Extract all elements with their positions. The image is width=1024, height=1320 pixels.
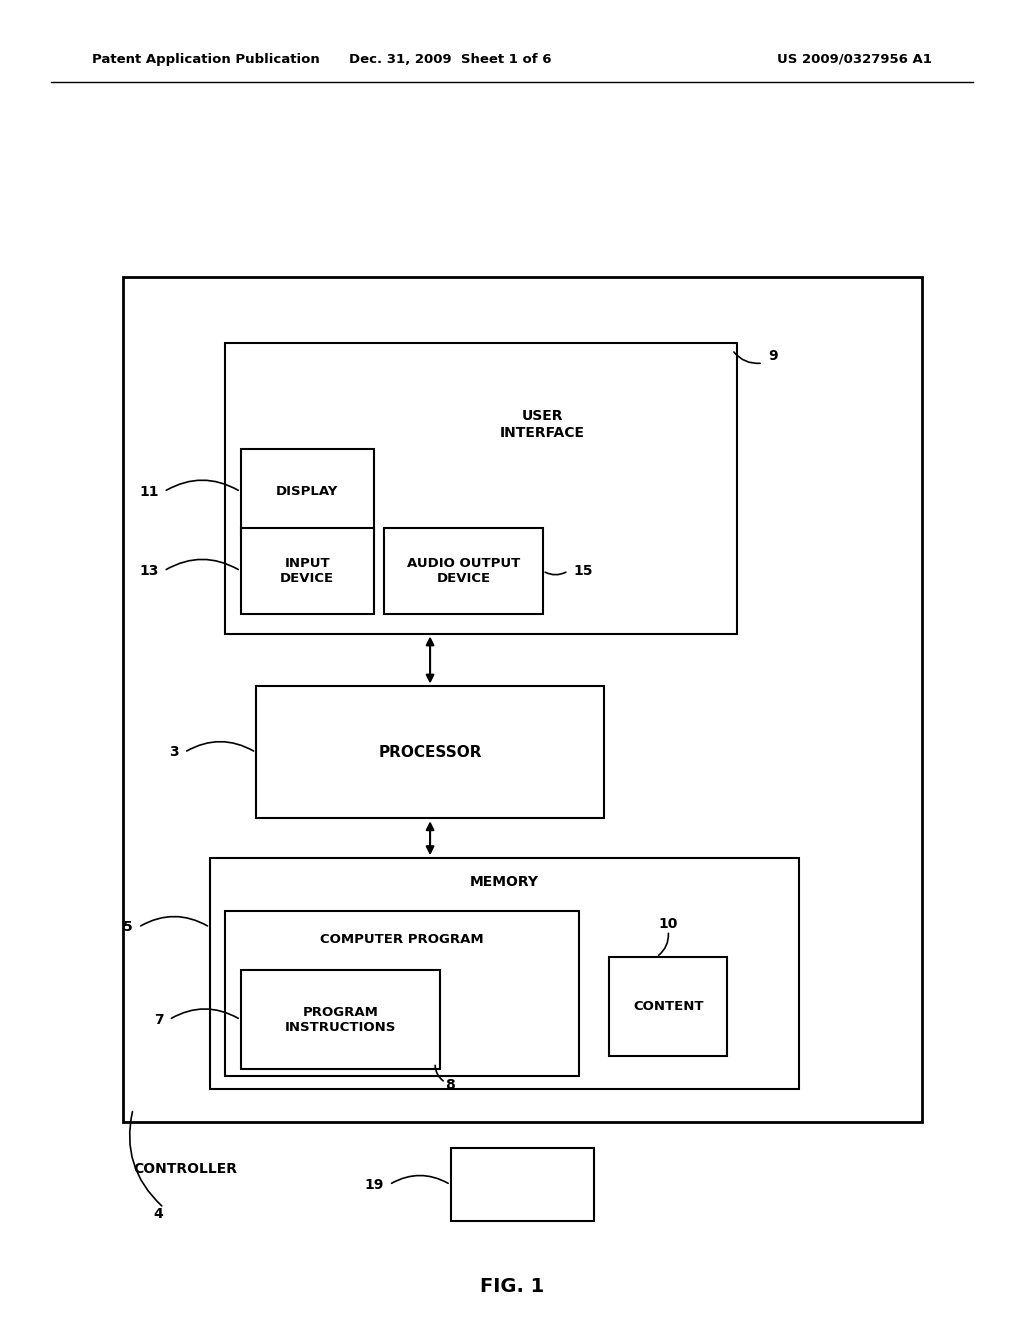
FancyBboxPatch shape <box>225 911 579 1076</box>
Text: COMPUTER PROGRAM: COMPUTER PROGRAM <box>321 933 483 946</box>
Text: 15: 15 <box>573 564 593 578</box>
Text: Patent Application Publication: Patent Application Publication <box>92 53 319 66</box>
Text: USER
INTERFACE: USER INTERFACE <box>500 409 586 440</box>
FancyBboxPatch shape <box>241 970 440 1069</box>
Text: US 2009/0327956 A1: US 2009/0327956 A1 <box>777 53 932 66</box>
Text: PROGRAM
INSTRUCTIONS: PROGRAM INSTRUCTIONS <box>285 1006 396 1034</box>
Text: 7: 7 <box>155 1012 164 1027</box>
Text: 4: 4 <box>154 1208 164 1221</box>
FancyBboxPatch shape <box>256 686 604 818</box>
Text: 9: 9 <box>768 350 777 363</box>
FancyBboxPatch shape <box>225 343 737 634</box>
Text: DISPLAY: DISPLAY <box>276 486 338 498</box>
Text: INPUT
DEVICE: INPUT DEVICE <box>281 557 334 585</box>
Text: 5: 5 <box>123 920 133 935</box>
Text: CONTENT: CONTENT <box>633 1001 703 1012</box>
Text: 13: 13 <box>139 564 159 578</box>
FancyBboxPatch shape <box>384 528 543 614</box>
FancyBboxPatch shape <box>241 528 374 614</box>
Text: Dec. 31, 2009  Sheet 1 of 6: Dec. 31, 2009 Sheet 1 of 6 <box>349 53 552 66</box>
Text: AUDIO OUTPUT
DEVICE: AUDIO OUTPUT DEVICE <box>407 557 520 585</box>
Text: PROCESSOR: PROCESSOR <box>378 744 482 760</box>
Text: 8: 8 <box>445 1078 456 1092</box>
FancyBboxPatch shape <box>609 957 727 1056</box>
Text: FIG. 1: FIG. 1 <box>480 1278 544 1296</box>
Text: CONTROLLER: CONTROLLER <box>133 1162 238 1176</box>
FancyBboxPatch shape <box>241 449 374 535</box>
FancyBboxPatch shape <box>451 1148 594 1221</box>
Text: 19: 19 <box>365 1177 384 1192</box>
FancyBboxPatch shape <box>123 277 922 1122</box>
Text: 10: 10 <box>658 917 678 931</box>
FancyBboxPatch shape <box>210 858 799 1089</box>
Text: MEMORY: MEMORY <box>470 875 539 888</box>
Text: 11: 11 <box>139 484 159 499</box>
Text: 3: 3 <box>170 746 179 759</box>
